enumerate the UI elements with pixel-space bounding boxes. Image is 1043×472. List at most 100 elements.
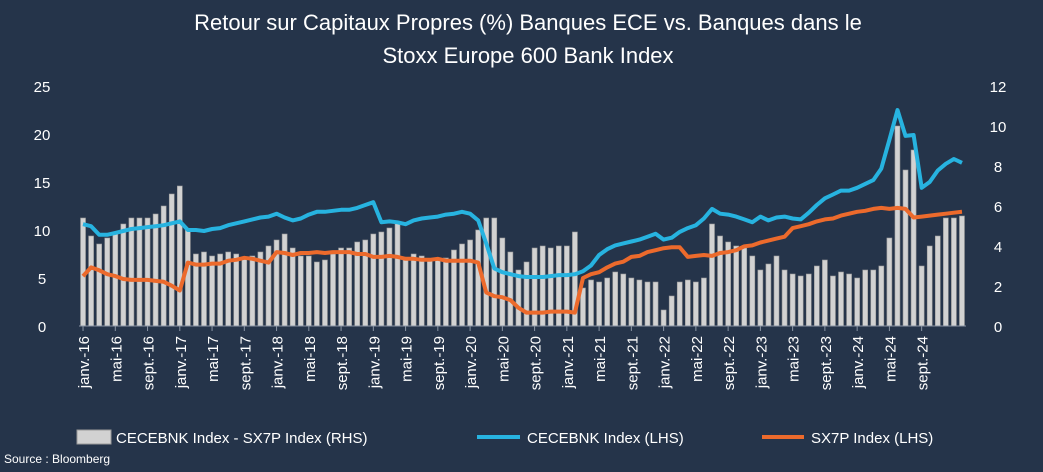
bar — [628, 277, 635, 327]
legend-bar-swatch — [76, 429, 112, 445]
bar — [306, 255, 312, 327]
bar — [943, 217, 949, 327]
bar — [144, 217, 151, 327]
bar — [152, 213, 159, 327]
bar — [588, 279, 594, 327]
bar — [249, 255, 256, 327]
line-series — [81, 108, 963, 315]
bar — [838, 271, 844, 327]
bar — [910, 149, 917, 327]
left-tick-label: 0 — [38, 319, 46, 336]
chart-title-line-1: Retour sur Capitaux Propres (%) Banques … — [194, 10, 862, 35]
bar — [918, 265, 925, 327]
bar — [959, 215, 965, 327]
right-tick-label: 6 — [994, 199, 1002, 216]
bar — [693, 281, 699, 327]
right-tick-label: 10 — [990, 119, 1007, 136]
x-tick-label: sept.-20 — [528, 336, 545, 390]
bar — [499, 237, 506, 327]
bar — [596, 281, 602, 327]
right-axis: 0 2 4 6 8 10 12 — [990, 79, 1007, 336]
x-tick-label: janv.-24 — [850, 336, 867, 389]
chart-title-line-2: Stoxx Europe 600 Bank Index — [382, 43, 673, 68]
bar — [757, 269, 764, 327]
bar — [185, 229, 191, 327]
right-tick-label: 4 — [994, 239, 1002, 256]
bar — [789, 273, 796, 327]
bar — [443, 257, 449, 327]
bar — [459, 243, 465, 327]
x-tick-label: mai-21 — [592, 336, 609, 382]
bar — [951, 217, 957, 327]
bar — [612, 271, 619, 327]
x-tick-label: mai-23 — [786, 336, 803, 382]
x-tick-label: mai-18 — [302, 336, 319, 382]
bar — [830, 275, 836, 327]
bar — [128, 217, 135, 327]
x-tick-label: sept.-18 — [334, 336, 351, 390]
bar — [346, 247, 352, 327]
bar — [805, 273, 812, 327]
x-tick-label: mai-19 — [399, 336, 416, 382]
x-tick-label: janv.-19 — [366, 336, 383, 389]
bar — [491, 217, 498, 327]
bar — [120, 223, 127, 327]
bar — [402, 257, 409, 327]
bar — [886, 237, 893, 327]
right-tick-label: 0 — [994, 319, 1002, 336]
x-tick-label: janv.-21 — [560, 336, 577, 389]
bar — [523, 261, 530, 327]
bar — [870, 269, 877, 327]
bar — [934, 235, 941, 327]
bar — [814, 265, 820, 327]
x-tick-label: janv.-17 — [173, 336, 190, 389]
bar — [233, 253, 240, 327]
bar — [289, 247, 296, 327]
left-axis: 0 5 10 15 20 25 — [34, 79, 51, 336]
x-tick-label: mai-16 — [108, 336, 125, 382]
x-tick-label: janv.-16 — [76, 336, 93, 389]
source-note: Source : Bloomberg — [4, 452, 110, 466]
x-tick-label: sept.-17 — [237, 336, 254, 390]
bar — [797, 275, 804, 327]
bar — [507, 251, 514, 327]
bar — [209, 255, 215, 327]
bar — [467, 239, 473, 327]
x-tick-label: mai-22 — [689, 336, 706, 382]
bar-series — [80, 125, 965, 327]
x-tick-label: janv.-23 — [753, 336, 770, 389]
bar — [555, 245, 562, 327]
left-tick-label: 10 — [34, 223, 51, 240]
x-tick-label: mai-17 — [205, 336, 222, 382]
legend-label-sx7p: SX7P Index (LHS) — [811, 430, 933, 447]
bar — [418, 255, 425, 327]
bar — [88, 235, 94, 327]
x-tick-label: janv.-22 — [657, 336, 674, 389]
legend-label-bar: CECEBNK Index - SX7P Index (RHS) — [116, 430, 367, 447]
bar — [176, 185, 183, 327]
bar — [604, 277, 610, 327]
bar — [378, 231, 385, 327]
x-tick-label: sept.-21 — [624, 336, 641, 390]
left-tick-label: 25 — [34, 79, 51, 96]
bar — [709, 223, 715, 327]
bar — [96, 243, 102, 327]
bar — [717, 235, 723, 327]
bar — [644, 281, 651, 327]
bar — [733, 245, 739, 327]
left-tick-label: 15 — [34, 175, 51, 192]
right-tick-label: 12 — [990, 79, 1007, 96]
bar — [426, 259, 433, 327]
legend: CECEBNK Index - SX7P Index (RHS) CECEBNK… — [76, 429, 933, 447]
bar — [685, 279, 691, 327]
bar — [620, 273, 627, 327]
bar — [475, 229, 481, 327]
x-axis: janv.-16 mai-16 sept.-16 janv.-17 mai-17 sept… — [76, 326, 932, 390]
left-tick-label: 20 — [34, 127, 51, 144]
x-tick-label: sept.-19 — [431, 336, 448, 390]
bar — [564, 245, 570, 327]
bar — [676, 281, 683, 327]
bar — [725, 241, 731, 327]
left-tick-label: 5 — [38, 271, 46, 288]
